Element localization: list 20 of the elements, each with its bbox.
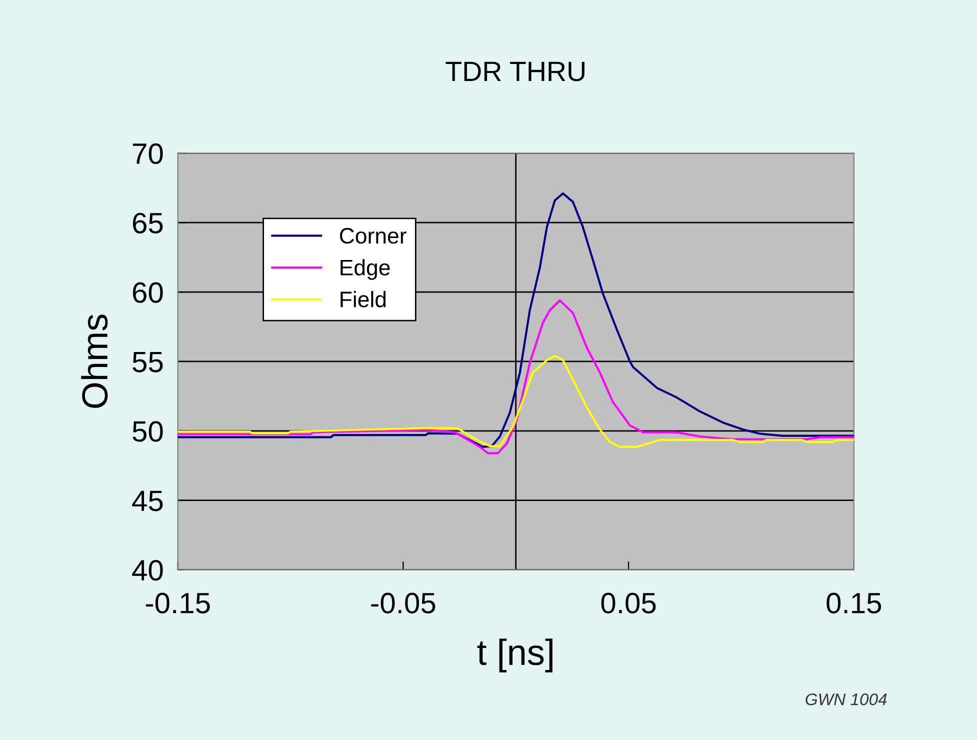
line-series	[178, 192, 854, 448]
y-tick-label: 65	[132, 212, 163, 234]
legend-label: Corner	[340, 228, 406, 244]
chart-title: TDR THRU	[446, 62, 584, 82]
y-tick-label: 40	[132, 560, 163, 581]
y-axis-title: Ohms	[81, 314, 108, 408]
y-tick-label: 60	[132, 282, 163, 303]
legend-label: Edge	[340, 259, 390, 280]
y-tick-label: 50	[132, 421, 163, 442]
line-series	[178, 354, 854, 448]
y-tick-label: 55	[132, 352, 163, 372]
legend-label: Field	[340, 290, 386, 308]
x-tick-label: 0.05	[601, 592, 656, 614]
y-tick-label: 45	[132, 490, 163, 512]
text: GWN 1004	[806, 693, 887, 706]
x-tick-label: 0.15	[826, 592, 882, 614]
y-tick-label: 70	[132, 143, 163, 164]
x-axis-title: t [ns]	[477, 638, 552, 672]
x-tick-label: -0.05	[371, 592, 436, 614]
x-tick-label: -0.15	[146, 592, 210, 614]
